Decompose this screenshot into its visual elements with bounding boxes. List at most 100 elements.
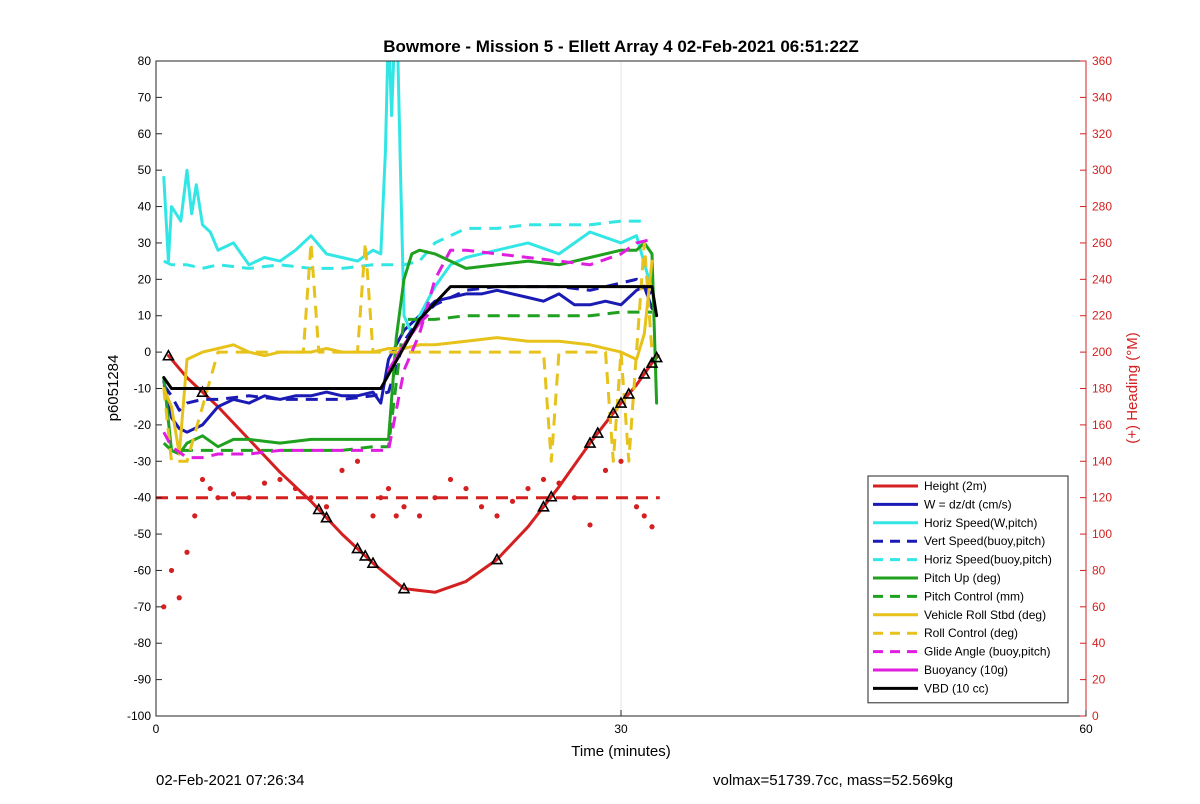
y-tick-label: 40 xyxy=(138,200,152,214)
height-marker xyxy=(645,356,659,368)
series-pitch-up-deg xyxy=(162,241,659,456)
heading-point xyxy=(230,491,237,497)
legend-label: Height (2m) xyxy=(924,479,987,493)
y-tick-label: -100 xyxy=(127,709,151,723)
y-tick-label: 0 xyxy=(144,345,151,359)
heading-point xyxy=(641,513,647,519)
x-axis-label: Time (minutes) xyxy=(571,743,670,760)
series-vbd-10-cc xyxy=(162,285,659,390)
heading-point xyxy=(463,485,469,492)
heading-point xyxy=(370,513,376,519)
height-marker xyxy=(637,367,651,379)
y2-tick-label: 280 xyxy=(1092,200,1112,214)
heading-point xyxy=(401,504,407,510)
heading-point xyxy=(432,495,438,501)
right-axis: 3603403203002802602402202001801601401201… xyxy=(1080,54,1112,723)
y2-tick-label: 300 xyxy=(1092,163,1112,177)
x-tick-label: 30 xyxy=(614,722,628,736)
heading-point xyxy=(478,504,485,510)
height-marker xyxy=(490,552,504,565)
height-marker xyxy=(366,556,380,568)
y-tick-label: 50 xyxy=(138,163,152,177)
x-tick-label: 60 xyxy=(1079,722,1093,736)
height-marker xyxy=(583,436,597,448)
y2-tick-label: 320 xyxy=(1092,127,1112,141)
y2-tick-label: 100 xyxy=(1092,527,1112,541)
heading-point xyxy=(207,485,213,492)
height-marker xyxy=(650,350,664,363)
height-marker xyxy=(537,500,550,512)
heading-point xyxy=(339,467,345,473)
legend: Height (2m) W = dz/dt (cm/s) Horiz Speed(W… xyxy=(867,475,1069,704)
heading-point xyxy=(602,467,609,473)
y-tick-label: -60 xyxy=(134,563,152,577)
y2-tick-label: 40 xyxy=(1092,636,1106,650)
heading-point xyxy=(571,495,578,501)
heading-point xyxy=(308,495,314,501)
height-marker xyxy=(606,406,620,418)
heading-point xyxy=(192,513,198,519)
height-marker xyxy=(162,349,175,361)
heading-point xyxy=(509,498,516,504)
left-axis: 80 70 60 50 40 30 20 10 0 -10 -20 -30 -40 -50 -60 -70 -8… xyxy=(127,54,162,723)
series-horiz-speed-buoy-pitch xyxy=(163,219,645,270)
y-tick-label: -70 xyxy=(134,600,152,614)
height-marker xyxy=(614,396,628,408)
y-tick-label: 20 xyxy=(138,272,152,286)
heading-point xyxy=(161,604,167,610)
height-marker xyxy=(312,502,326,515)
heading-point xyxy=(447,476,454,483)
legend-label: W = dz/dt (cm/s) xyxy=(924,497,1012,511)
y2-tick-label: 0 xyxy=(1092,709,1099,723)
y2-tick-label: 360 xyxy=(1092,54,1112,68)
heading-point xyxy=(416,513,423,519)
heading-point xyxy=(261,480,268,486)
y-tick-label: 60 xyxy=(138,127,152,141)
heading-point xyxy=(246,495,252,501)
y2-tick-label: 200 xyxy=(1092,345,1112,359)
legend-label: VBD (10 cc) xyxy=(924,681,989,695)
heading-point xyxy=(393,513,399,519)
legend-box xyxy=(867,475,1069,704)
y2-tick-label: 120 xyxy=(1092,491,1112,505)
y-tick-label: 80 xyxy=(138,54,152,68)
height-marker xyxy=(320,511,333,523)
height-marker xyxy=(351,541,364,554)
y-tick-label: -20 xyxy=(134,418,152,432)
chart-title: Bowmore - Mission 5 - Ellett Array 4 02-… xyxy=(383,37,859,56)
series-heading-right-axis xyxy=(161,458,655,610)
chart: 80706050403020100-10-20-30-40-50-60-70-8… xyxy=(105,37,1141,760)
y-axis-label: p6051284 xyxy=(105,355,122,422)
heading-point xyxy=(540,476,547,483)
heading-point xyxy=(184,549,190,555)
height-marker xyxy=(544,490,558,502)
marker-layer xyxy=(162,349,664,594)
y-tick-label: -80 xyxy=(134,636,152,650)
legend-label: Roll Control (deg) xyxy=(924,626,1018,640)
y2-tick-label: 340 xyxy=(1092,90,1112,104)
y2-tick-label: 160 xyxy=(1092,418,1112,432)
y2-axis-label: (+) Heading (°M) xyxy=(1124,332,1141,443)
x-tick-label: 0 xyxy=(153,722,160,736)
y2-tick-label: 60 xyxy=(1092,600,1106,614)
height-marker xyxy=(196,385,209,397)
footer-timestamp: 02-Feb-2021 07:26:34 xyxy=(156,772,305,789)
y-tick-label: 30 xyxy=(138,236,152,250)
series-layer xyxy=(156,61,660,610)
heading-point xyxy=(199,476,206,483)
heading-point xyxy=(633,504,640,510)
y-tick-label: -10 xyxy=(134,382,152,396)
legend-label: Horiz Speed(buoy,pitch) xyxy=(924,553,1052,567)
height-marker xyxy=(358,549,372,561)
y2-tick-label: 180 xyxy=(1092,382,1112,396)
y-tick-label: -30 xyxy=(134,454,152,468)
x-axis: 0 30 60 xyxy=(153,710,1093,736)
legend-label: Glide Angle (buoy,pitch) xyxy=(924,645,1051,659)
y2-tick-label: 240 xyxy=(1092,272,1112,286)
heading-point xyxy=(494,513,500,519)
y-tick-label: 70 xyxy=(138,90,152,104)
heading-point xyxy=(354,458,361,464)
y-tick-label: -90 xyxy=(134,673,152,687)
legend-label: Pitch Up (deg) xyxy=(924,571,1001,585)
